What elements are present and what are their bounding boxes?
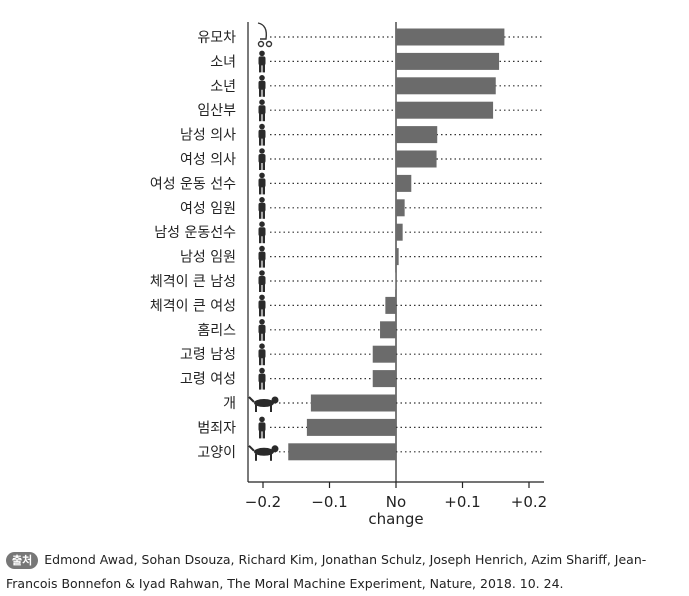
large-man-icon (258, 270, 266, 292)
bar-large-man (395, 272, 397, 290)
bar-female-athlete (396, 174, 412, 192)
category-label: 여성 임원 (180, 201, 236, 217)
male-doctor-icon (258, 123, 266, 146)
bar-male-executive (396, 248, 399, 266)
x-tick-label: −0.1 (311, 493, 347, 511)
bar-large-woman (385, 296, 396, 314)
bar-homeless (380, 321, 396, 339)
bar-boy (396, 77, 496, 95)
girl-icon (258, 50, 266, 73)
bar-female-doctor (396, 150, 437, 168)
bar-criminal (306, 418, 396, 436)
elderly-woman-icon (258, 367, 266, 390)
male-athlete-icon (258, 221, 266, 244)
cat-icon (248, 445, 279, 461)
x-tick-label: +0.2 (511, 493, 547, 511)
category-label: 남성 의사 (180, 128, 236, 144)
criminal-icon (258, 416, 266, 439)
category-label: 임산부 (197, 103, 236, 119)
source-caption: 출처 Edmond Awad, Sohan Dsouza, Richard Kim… (6, 548, 686, 596)
category-label: 소년 (210, 79, 236, 95)
category-label: 고양이 (197, 445, 236, 461)
category-label: 여성 의사 (180, 152, 236, 168)
bar-male-doctor (396, 126, 438, 144)
category-label: 유모차 (197, 30, 236, 46)
category-label: 홈리스 (197, 323, 236, 339)
category-label: 여성 운동 선수 (150, 176, 236, 192)
large-woman-icon (258, 294, 266, 317)
boy-icon (258, 75, 266, 97)
female-executive-icon (258, 197, 266, 219)
category-label: 체격이 큰 남성 (150, 274, 236, 290)
bar-stroller (396, 28, 505, 46)
x-tick-label: No (386, 493, 406, 511)
category-label: 범죄자 (197, 420, 236, 436)
elderly-man-icon (258, 343, 266, 366)
pregnant-woman-icon (258, 99, 266, 122)
x-tick-label: +0.1 (444, 493, 480, 511)
bar-pregnant-woman (396, 101, 494, 119)
stroller-icon (257, 22, 273, 48)
bar-female-executive (396, 199, 405, 217)
bar-male-athlete (396, 223, 403, 241)
female-athlete-icon (258, 172, 266, 195)
category-label: 남성 임원 (180, 250, 236, 266)
category-label: 개 (223, 396, 236, 412)
category-label: 체격이 큰 여성 (150, 298, 236, 314)
source-text: Edmond Awad, Sohan Dsouza, Richard Kim, … (6, 552, 647, 591)
category-label: 고령 여성 (180, 372, 236, 388)
category-label: 남성 운동선수 (154, 225, 236, 241)
bar-cat (288, 443, 396, 461)
bar-girl (396, 52, 500, 70)
bar-dog (310, 394, 396, 412)
category-label: 소녀 (210, 54, 236, 70)
x-tick-label: −0.2 (245, 493, 281, 511)
bar-elderly-woman (372, 370, 396, 388)
category-label: 고령 남성 (180, 347, 236, 363)
bar-elderly-man (372, 345, 396, 363)
dog-icon (248, 396, 279, 412)
source-badge: 출처 (6, 552, 39, 569)
x-tick-label: change (368, 510, 423, 528)
homeless-icon (258, 319, 266, 341)
male-executive-icon (258, 245, 266, 268)
female-doctor-icon (258, 148, 266, 170)
